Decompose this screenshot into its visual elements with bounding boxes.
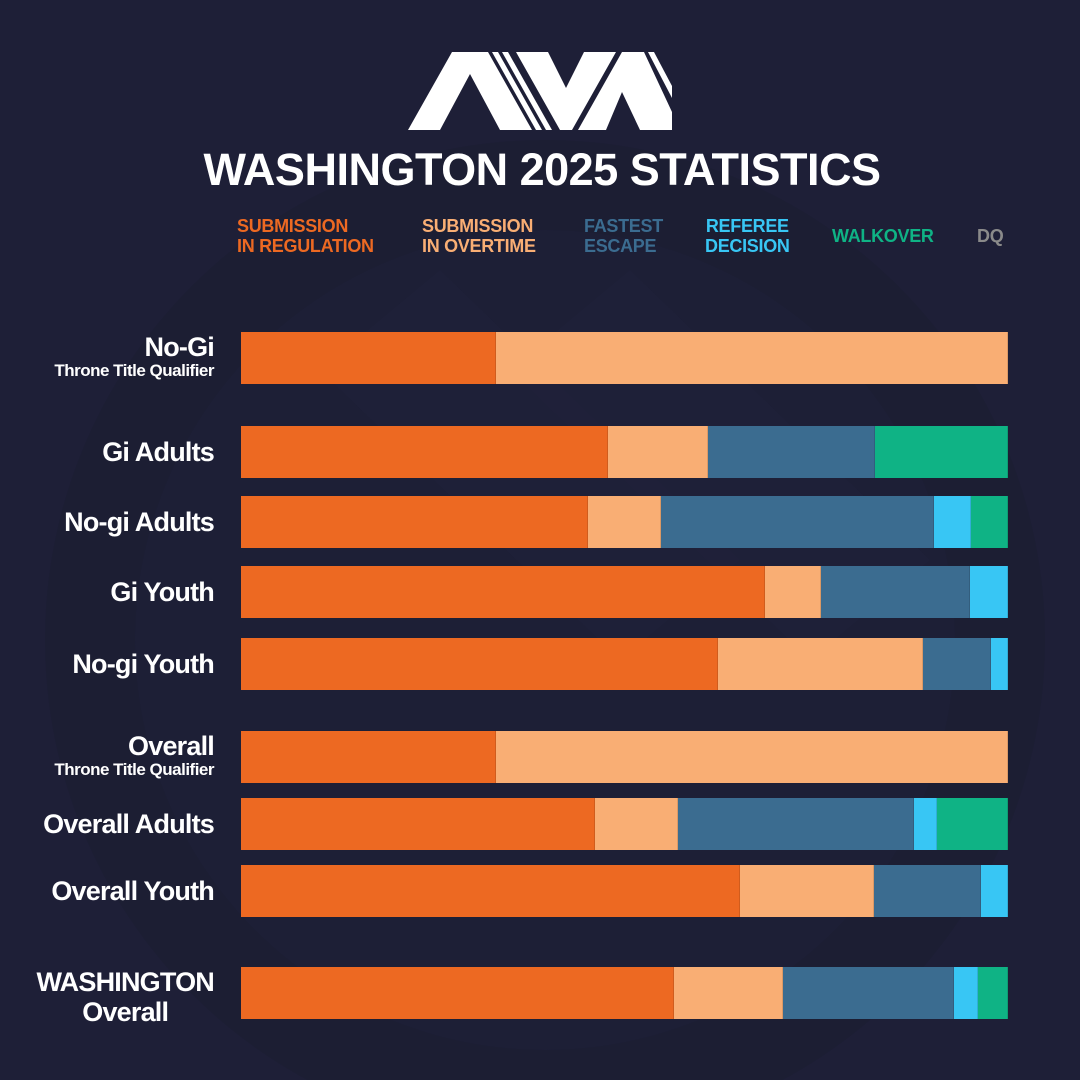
row-label: Overall Adults — [43, 809, 215, 839]
legend-label: IN OVERTIME — [422, 236, 536, 256]
legend-label: DECISION — [705, 236, 790, 256]
stacked-bar — [241, 426, 1008, 478]
row-label: Gi Adults — [102, 437, 215, 467]
legend-label: ESCAPE — [584, 236, 657, 256]
legend-label: SUBMISSION — [422, 216, 534, 236]
row-label: Overall Youth — [51, 876, 214, 906]
row-label-main: Gi Youth — [110, 577, 214, 607]
legend-item-dq: DQ — [977, 226, 1004, 246]
bar-segment-reg — [241, 332, 497, 384]
legend-label: WALKOVER — [832, 226, 934, 246]
row-label-sub: Throne Title Qualifier — [54, 361, 214, 380]
bar-segment-ot — [496, 332, 1008, 384]
bar-segment-wo — [978, 967, 1008, 1019]
bar-segment-esc — [660, 496, 935, 548]
stacked-bar — [241, 865, 1008, 917]
bar-segment-ref — [991, 638, 1008, 690]
bar-segment-wo — [874, 426, 1008, 478]
bar-segment-esc — [820, 566, 971, 618]
bar-segment-ref — [953, 967, 979, 1019]
legend-label: IN REGULATION — [237, 236, 374, 256]
row-label: WASHINGTON Overall — [36, 967, 214, 1027]
bar-segment-esc — [783, 967, 954, 1019]
bar-segment-wo — [936, 798, 1008, 850]
bar-segment-reg — [241, 566, 765, 618]
bar-segment-ot — [587, 496, 661, 548]
bar-segment-reg — [241, 967, 674, 1019]
legend-item-ref: REFEREE DECISION — [705, 216, 790, 256]
stacked-bar — [241, 798, 1008, 850]
legend-item-wo: WALKOVER — [832, 226, 934, 246]
bar-segment-wo — [971, 496, 1008, 548]
row-label-main: Overall Youth — [51, 876, 214, 906]
row-label-main: No-Gi — [144, 332, 215, 362]
legend-item-esc: FASTEST ESCAPE — [584, 216, 663, 256]
stacked-bar — [241, 332, 1008, 384]
bar-segment-ref — [934, 496, 972, 548]
row-label-main: Gi Adults — [102, 437, 215, 467]
bar-segment-reg — [241, 426, 608, 478]
legend-item-reg: SUBMISSION IN REGULATION — [237, 216, 374, 256]
bar-segment-esc — [678, 798, 915, 850]
legend-item-ot: SUBMISSION IN OVERTIME — [422, 216, 536, 256]
row-label: Overall Throne Title Qualifier — [54, 731, 214, 779]
row-label-main: Overall — [128, 731, 215, 761]
legend-label: REFEREE — [705, 216, 789, 236]
bar-segment-reg — [241, 865, 741, 917]
stacked-bar — [241, 731, 1008, 783]
row-label: No-Gi Throne Title Qualifier — [54, 332, 214, 380]
bar-segment-esc — [873, 865, 982, 917]
bar-segment-ot — [496, 731, 1008, 783]
bar-segment-ot — [764, 566, 821, 618]
stacked-bar — [241, 638, 1008, 690]
bar-segment-reg — [241, 731, 497, 783]
bar-segment-esc — [708, 426, 875, 478]
row-label-sub: Overall — [82, 997, 169, 1027]
row-label: Gi Youth — [110, 577, 214, 607]
legend-label: SUBMISSION — [237, 216, 349, 236]
legend-label: DQ — [977, 226, 1004, 246]
row-label-main: No-gi Youth — [72, 649, 214, 679]
stacked-bar — [241, 496, 1008, 548]
bar-segment-ot — [718, 638, 923, 690]
bar-segment-ref — [914, 798, 937, 850]
row-label-main: WASHINGTON — [36, 967, 214, 997]
bar-segment-reg — [241, 638, 719, 690]
bar-segment-ref — [970, 566, 1008, 618]
stacked-bar — [241, 967, 1008, 1019]
bar-segment-ot — [740, 865, 874, 917]
stacked-bar — [241, 566, 1008, 618]
row-label-main: Overall Adults — [43, 809, 215, 839]
bar-segment-reg — [241, 496, 588, 548]
bar-segment-reg — [241, 798, 596, 850]
page-title: WASHINGTON 2025 STATISTICS — [203, 144, 881, 195]
row-label: No-gi Adults — [64, 507, 215, 537]
legend-label: FASTEST — [584, 216, 663, 236]
bar-segment-ot — [673, 967, 784, 1019]
bar-segment-ref — [981, 865, 1008, 917]
row-label: No-gi Youth — [72, 649, 214, 679]
bar-segment-ot — [607, 426, 709, 478]
bar-segment-esc — [922, 638, 992, 690]
row-label-main: No-gi Adults — [64, 507, 215, 537]
row-label-sub: Throne Title Qualifier — [54, 760, 214, 779]
bar-segment-ot — [595, 798, 679, 850]
ava-logo — [408, 52, 672, 130]
